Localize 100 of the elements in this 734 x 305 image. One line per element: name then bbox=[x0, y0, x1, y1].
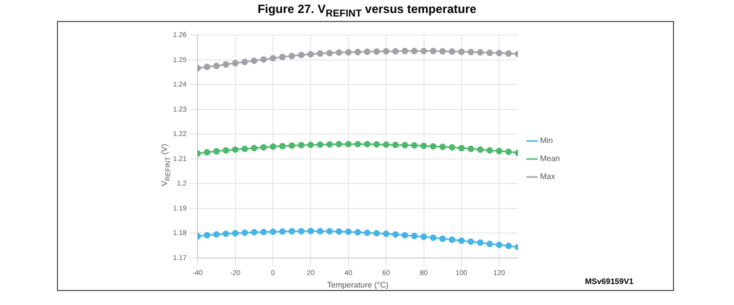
point bbox=[222, 230, 230, 237]
point bbox=[213, 62, 220, 70]
point bbox=[392, 231, 399, 238]
point bbox=[232, 60, 239, 66]
point bbox=[458, 144, 465, 152]
point bbox=[288, 228, 296, 235]
point bbox=[288, 142, 296, 149]
point bbox=[448, 144, 456, 151]
point bbox=[354, 48, 362, 56]
point bbox=[364, 140, 370, 148]
point bbox=[204, 64, 210, 70]
point bbox=[354, 140, 362, 148]
point bbox=[326, 141, 333, 148]
point bbox=[496, 148, 502, 154]
point bbox=[204, 232, 210, 238]
point bbox=[439, 48, 446, 55]
point bbox=[430, 143, 436, 150]
point bbox=[250, 57, 258, 64]
point bbox=[364, 230, 370, 236]
point bbox=[307, 142, 314, 148]
point bbox=[298, 52, 305, 58]
point bbox=[279, 54, 286, 60]
point bbox=[373, 230, 380, 236]
point bbox=[420, 48, 428, 54]
point bbox=[477, 146, 484, 153]
point bbox=[345, 228, 352, 236]
point bbox=[373, 141, 380, 148]
chart-title: Figure 27. V$_{REFINT}$ versus temperature bbox=[256, 2, 478, 20]
point bbox=[411, 48, 418, 54]
point bbox=[288, 52, 296, 60]
legend-label: Min bbox=[540, 136, 553, 146]
point bbox=[354, 229, 362, 236]
point bbox=[392, 142, 399, 148]
point bbox=[345, 140, 352, 148]
point bbox=[316, 141, 324, 148]
point bbox=[382, 141, 390, 148]
point bbox=[458, 48, 465, 56]
point bbox=[420, 142, 428, 150]
point bbox=[430, 48, 436, 54]
point bbox=[468, 48, 474, 56]
point bbox=[402, 232, 408, 238]
point bbox=[468, 238, 474, 245]
point bbox=[260, 228, 267, 236]
point bbox=[241, 230, 248, 236]
point bbox=[345, 49, 352, 56]
point bbox=[298, 142, 305, 148]
point bbox=[373, 48, 380, 55]
point bbox=[448, 236, 456, 243]
point bbox=[496, 242, 502, 248]
point bbox=[505, 148, 512, 156]
point bbox=[411, 232, 418, 240]
point bbox=[279, 142, 286, 150]
point bbox=[468, 146, 474, 152]
point bbox=[316, 50, 324, 57]
point bbox=[411, 142, 418, 149]
point bbox=[336, 140, 342, 148]
point bbox=[382, 230, 390, 237]
point bbox=[486, 147, 493, 154]
point bbox=[222, 61, 230, 68]
point bbox=[430, 234, 436, 241]
point bbox=[250, 229, 258, 236]
point bbox=[270, 54, 276, 62]
point bbox=[298, 228, 305, 235]
point bbox=[260, 144, 267, 151]
point bbox=[336, 49, 342, 56]
point bbox=[402, 142, 408, 148]
point bbox=[326, 228, 333, 235]
point bbox=[420, 233, 428, 240]
point bbox=[486, 240, 493, 248]
legend-label: Mean bbox=[540, 154, 560, 164]
point bbox=[222, 147, 230, 154]
point bbox=[458, 237, 465, 244]
point bbox=[213, 148, 220, 155]
point bbox=[241, 58, 248, 66]
point bbox=[250, 144, 258, 152]
point bbox=[307, 228, 314, 234]
point bbox=[241, 146, 248, 152]
point bbox=[477, 239, 484, 246]
point bbox=[270, 228, 276, 236]
point bbox=[270, 143, 276, 150]
point bbox=[307, 51, 314, 58]
point bbox=[326, 50, 333, 56]
point bbox=[204, 149, 210, 156]
point bbox=[486, 50, 493, 56]
point bbox=[382, 48, 390, 55]
point bbox=[439, 144, 446, 150]
point bbox=[260, 56, 267, 63]
point bbox=[439, 235, 446, 242]
point bbox=[392, 48, 399, 55]
point bbox=[505, 242, 512, 250]
legend-label: Max bbox=[540, 172, 556, 182]
point bbox=[279, 228, 286, 235]
point bbox=[232, 146, 239, 153]
point bbox=[364, 48, 370, 56]
point bbox=[402, 48, 408, 54]
point bbox=[316, 228, 324, 235]
point bbox=[336, 228, 342, 235]
point bbox=[213, 231, 220, 238]
point bbox=[232, 230, 239, 236]
text: MSv69159V1 bbox=[585, 277, 634, 286]
